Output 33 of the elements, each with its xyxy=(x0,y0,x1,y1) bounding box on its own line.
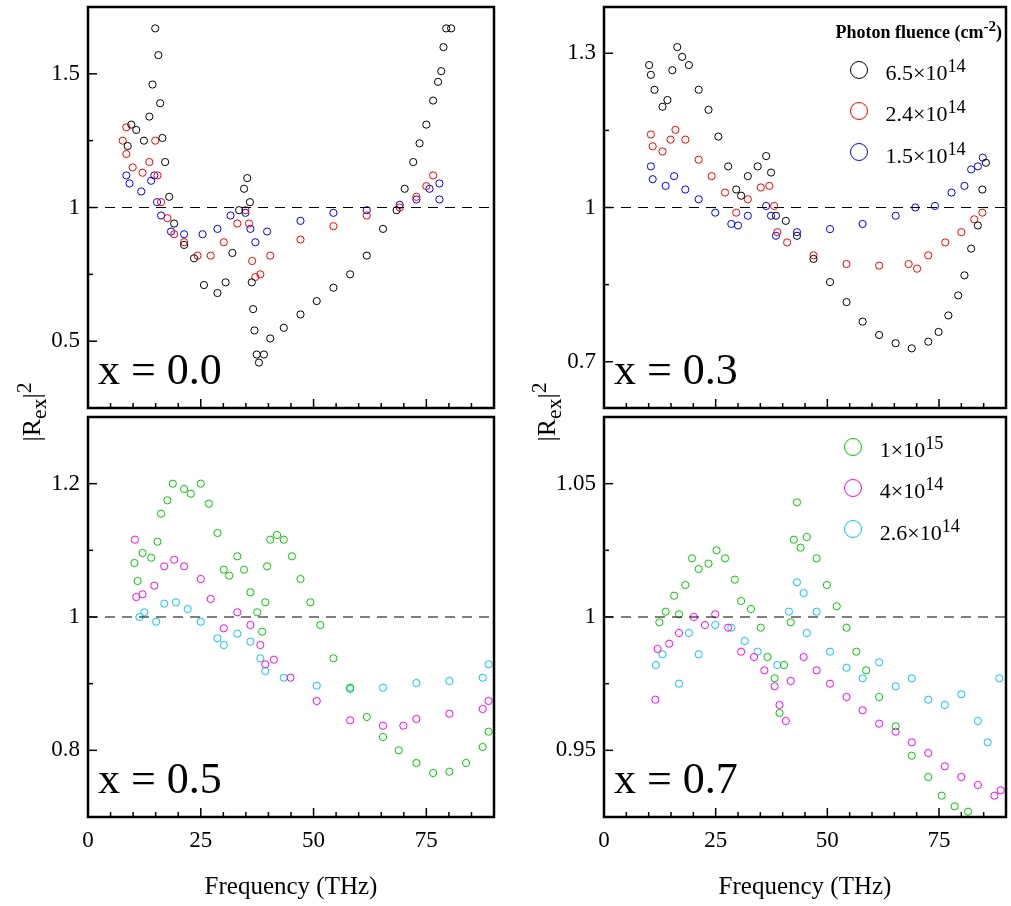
y-tick-label: 1.05 xyxy=(555,469,596,495)
y-tick-label: 1.2 xyxy=(51,469,80,495)
annotation: x = 0.0 xyxy=(98,345,222,394)
y-tick-label: 0.8 xyxy=(51,736,80,762)
legend-label: 2.4×10$^{14}$ xyxy=(885,96,966,129)
y-tick-label: 1 xyxy=(584,193,596,219)
y-tick-label: 1.5 xyxy=(51,59,80,85)
legend-label: 4×10$^{14}$ xyxy=(879,473,944,506)
legend-title: Photon fluence (cm$^{-2}$) xyxy=(835,17,1002,44)
annotation: x = 0.5 xyxy=(98,754,222,803)
y-tick-label: 1 xyxy=(584,603,596,629)
x-tick-label: 0 xyxy=(82,826,94,852)
y-tick-label: 0.5 xyxy=(51,327,80,353)
x-tick-label: 25 xyxy=(704,826,728,852)
annotation: x = 0.7 xyxy=(614,754,738,803)
y-tick-label: 0.95 xyxy=(555,736,596,762)
x-tick-label: 50 xyxy=(815,826,839,852)
y-tick-label: 0.7 xyxy=(567,347,596,373)
legend-label: 2.6×10$^{14}$ xyxy=(879,514,960,547)
legend-label: 1×10$^{15}$ xyxy=(879,432,944,465)
legend-label: 1.5×10$^{14}$ xyxy=(885,137,966,170)
x-tick-label: 75 xyxy=(927,826,951,852)
x-axis-title: Frequency (THz) xyxy=(718,871,892,900)
y-tick-label: 1 xyxy=(68,193,80,219)
x-tick-label: 50 xyxy=(302,826,326,852)
legend-label: 6.5×10$^{14}$ xyxy=(885,55,966,88)
x-tick-label: 0 xyxy=(598,826,610,852)
x-tick-label: 25 xyxy=(189,826,213,852)
annotation: x = 0.3 xyxy=(614,345,738,394)
y-tick-label: 1 xyxy=(68,603,80,629)
x-axis-title: Frequency (THz) xyxy=(204,871,378,900)
y-tick-label: 1.3 xyxy=(567,39,596,65)
x-tick-label: 75 xyxy=(414,826,438,852)
